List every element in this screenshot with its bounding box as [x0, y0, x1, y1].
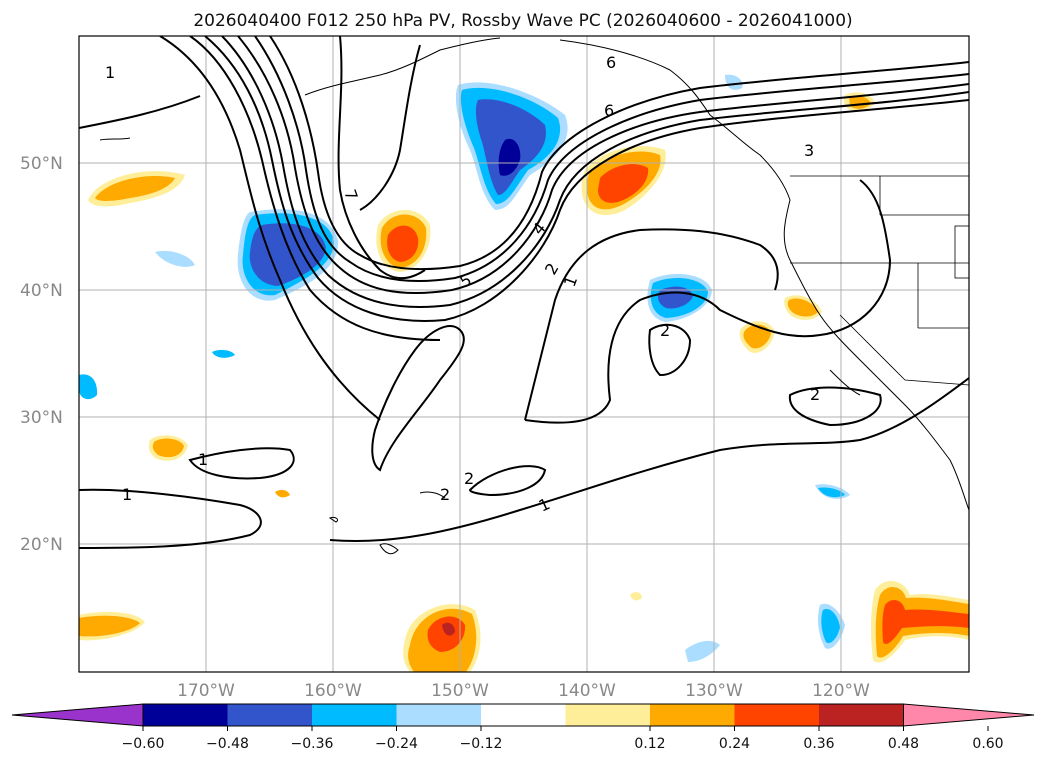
contour-label: 6 [604, 101, 614, 120]
colorbar-extend-low [11, 703, 144, 727]
colorbar-tick-label: 0.12 [634, 736, 665, 752]
lon-label: 170°W [177, 681, 235, 701]
pv-shading [79, 74, 969, 672]
lon-label: 150°W [431, 681, 489, 701]
lat-label: 40°N [20, 281, 63, 301]
colorbar-tick-label: 0.60 [972, 736, 1003, 752]
lon-label: 120°W [812, 681, 870, 701]
colorbar-segment [227, 704, 312, 726]
longitude-labels: 170°W 160°W 150°W 140°W 130°W 120°W [177, 681, 870, 701]
colorbar-tick-label: −0.24 [375, 736, 418, 752]
colorbar-segment [565, 704, 650, 726]
colorbar-segment [396, 704, 481, 726]
graticule [79, 36, 969, 672]
colorbar-segment [481, 704, 566, 726]
colorbar: −0.60 −0.48 −0.36 −0.24 −0.12 0.12 0.24 0.36 0.4… [11, 703, 1035, 752]
contour-label: 6 [606, 53, 616, 72]
colorbar-extend-high [903, 703, 1035, 727]
colorbar-tick-label: −0.60 [122, 736, 165, 752]
colorbar-segment [819, 704, 904, 726]
contour-label: 2 [660, 321, 670, 340]
lon-label: 130°W [685, 681, 743, 701]
contour-label: 2 [464, 469, 474, 488]
colorbar-tick-label: −0.12 [460, 736, 503, 752]
colorbar-tick-label: 0.24 [719, 736, 750, 752]
lon-label: 160°W [304, 681, 362, 701]
colorbar-tick-label: −0.36 [291, 736, 334, 752]
colorbar-tick-label: 0.36 [803, 736, 834, 752]
lon-label: 140°W [558, 681, 616, 701]
colorbar-segment [143, 704, 228, 726]
colorbar-tick-label: 0.48 [888, 736, 919, 752]
contour-label: 1 [105, 63, 115, 82]
lat-label: 50°N [20, 154, 63, 174]
colorbar-segment [734, 704, 819, 726]
lat-label: 30°N [20, 408, 63, 428]
colorbar-segment [650, 704, 735, 726]
map-frame [78, 35, 970, 673]
contour-label: 1 [198, 450, 208, 469]
colorbar-tick-label: −0.48 [206, 736, 249, 752]
lat-label: 20°N [20, 535, 63, 555]
colorbar-segment [312, 704, 397, 726]
contour-label: 2 [440, 485, 450, 504]
figure-title: 2026040400 F012 250 hPa PV, Rossby Wave … [193, 11, 852, 31]
contour-label: 2 [810, 385, 820, 404]
contour-label: 3 [804, 141, 814, 160]
latitude-labels: 50°N 40°N 30°N 20°N [20, 154, 63, 555]
contour-label: 1 [122, 485, 132, 504]
colorbar-frame [142, 703, 904, 727]
political-borders [790, 175, 969, 386]
pv-contours [79, 36, 969, 549]
